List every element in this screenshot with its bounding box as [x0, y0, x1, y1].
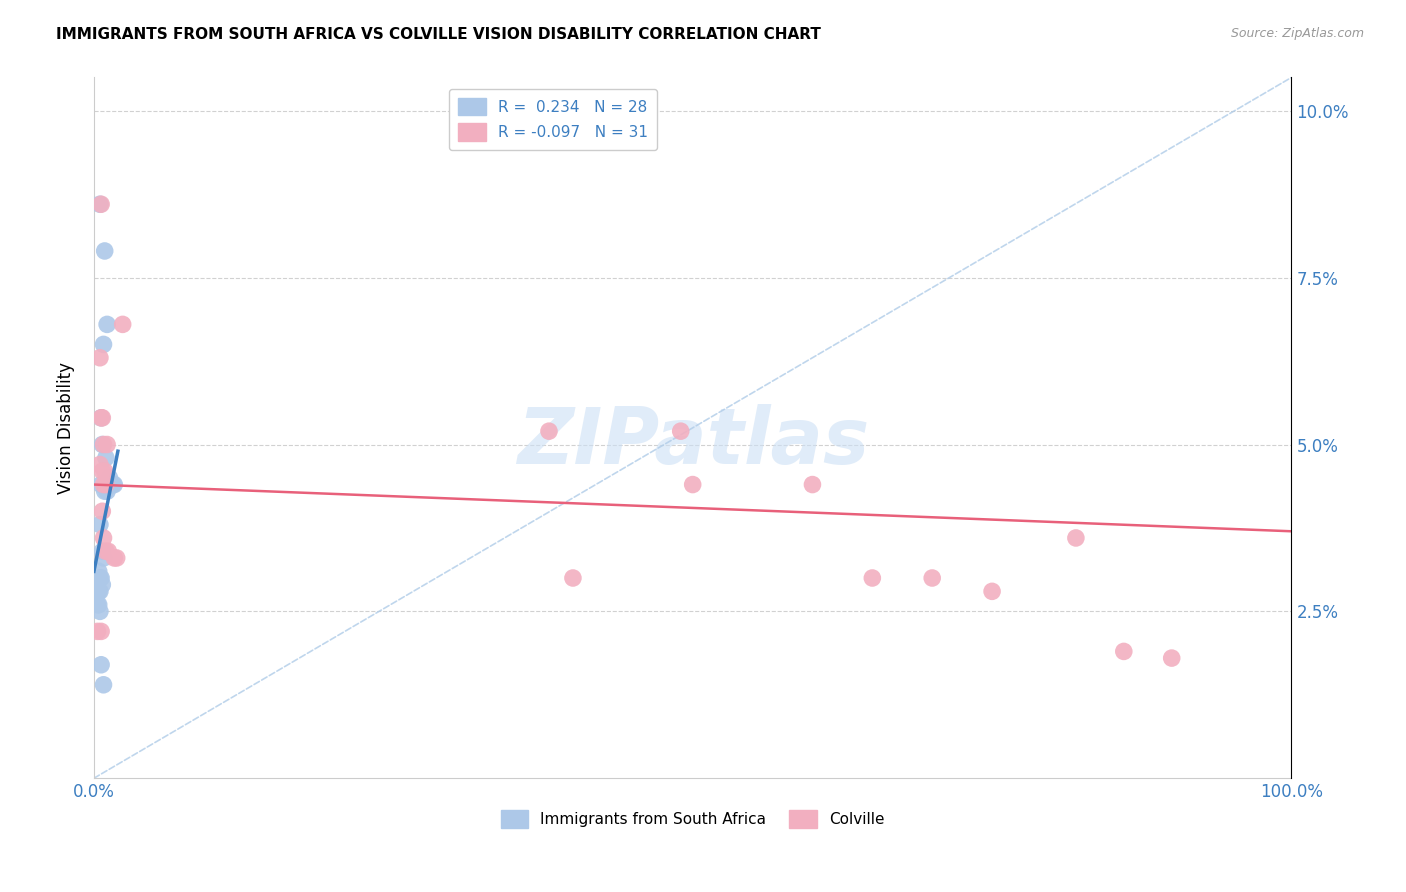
Point — [93, 244, 115, 258]
Point — [93, 464, 115, 478]
Point — [96, 484, 118, 499]
Point — [1064, 531, 1087, 545]
Point — [103, 551, 125, 566]
Point — [91, 577, 114, 591]
Point — [91, 410, 114, 425]
Point — [89, 584, 111, 599]
Point — [94, 450, 117, 465]
Point — [1112, 644, 1135, 658]
Point — [561, 571, 583, 585]
Y-axis label: Vision Disability: Vision Disability — [58, 362, 75, 494]
Point — [89, 571, 111, 585]
Point — [1160, 651, 1182, 665]
Point — [91, 437, 114, 451]
Point — [97, 544, 120, 558]
Point — [89, 197, 111, 211]
Point — [91, 544, 114, 558]
Point — [921, 571, 943, 585]
Point — [103, 477, 125, 491]
Point — [111, 318, 134, 332]
Point — [89, 517, 111, 532]
Point — [669, 424, 692, 438]
Point — [98, 471, 121, 485]
Text: ZIPatlas: ZIPatlas — [516, 404, 869, 480]
Point — [90, 571, 112, 585]
Point — [860, 571, 883, 585]
Point — [90, 410, 112, 425]
Point — [93, 337, 115, 351]
Point — [90, 657, 112, 672]
Point — [93, 531, 115, 545]
Point — [90, 410, 112, 425]
Point — [94, 477, 117, 491]
Point — [801, 477, 824, 491]
Point — [93, 484, 115, 499]
Point — [537, 424, 560, 438]
Point — [90, 624, 112, 639]
Point — [93, 551, 115, 566]
Point — [86, 598, 108, 612]
Point — [89, 351, 111, 365]
Point — [91, 504, 114, 518]
Point — [89, 604, 111, 618]
Point — [86, 584, 108, 599]
Point — [87, 564, 110, 578]
Point — [682, 477, 704, 491]
Point — [93, 437, 115, 451]
Point — [90, 197, 112, 211]
Point — [86, 624, 108, 639]
Point — [94, 544, 117, 558]
Legend: Immigrants from South Africa, Colville: Immigrants from South Africa, Colville — [495, 804, 891, 834]
Point — [93, 477, 115, 491]
Text: IMMIGRANTS FROM SOUTH AFRICA VS COLVILLE VISION DISABILITY CORRELATION CHART: IMMIGRANTS FROM SOUTH AFRICA VS COLVILLE… — [56, 27, 821, 42]
Point — [91, 464, 114, 478]
Point — [89, 458, 111, 472]
Point — [101, 477, 124, 491]
Point — [93, 678, 115, 692]
Point — [105, 551, 128, 566]
Point — [87, 598, 110, 612]
Point — [96, 318, 118, 332]
Point — [87, 584, 110, 599]
Point — [96, 437, 118, 451]
Text: Source: ZipAtlas.com: Source: ZipAtlas.com — [1230, 27, 1364, 40]
Point — [90, 477, 112, 491]
Point — [981, 584, 1004, 599]
